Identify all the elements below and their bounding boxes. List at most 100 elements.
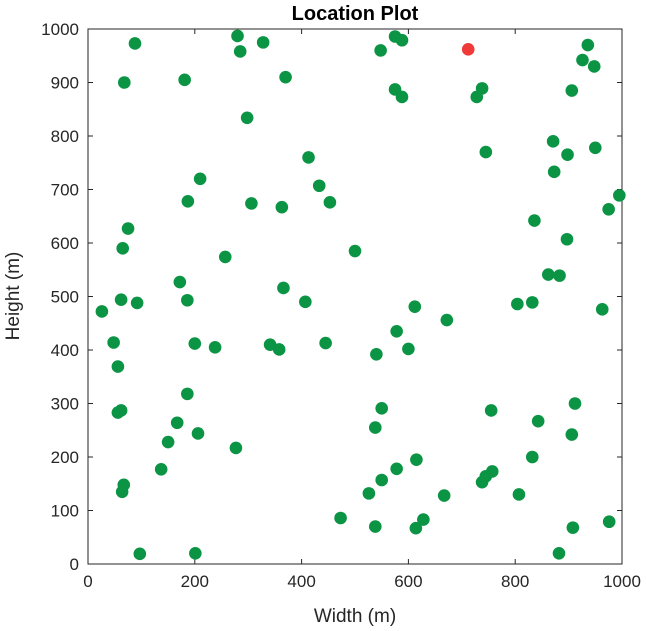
data-point (370, 347, 383, 361)
data-point (189, 547, 202, 560)
data-point (170, 416, 184, 430)
data-point (602, 202, 615, 216)
data-point (408, 300, 422, 313)
y-tick-label: 800 (51, 127, 79, 146)
data-point (154, 463, 168, 476)
data-point (546, 135, 560, 148)
x-tick-label: 800 (501, 572, 529, 591)
data-point (512, 488, 526, 501)
data-point (319, 336, 332, 350)
data-point (553, 269, 566, 282)
y-tick-label: 700 (51, 181, 79, 200)
highlighted-data-point (461, 43, 475, 56)
y-axis-label: Height (m) (3, 252, 24, 341)
x-tick-label: 0 (83, 572, 92, 591)
data-point (390, 324, 403, 338)
data-point (181, 387, 194, 401)
data-point (375, 473, 389, 487)
data-point (173, 275, 187, 289)
x-tick-label: 200 (181, 572, 209, 591)
data-point (323, 196, 337, 209)
data-point (417, 513, 430, 526)
x-tick-label: 400 (287, 572, 315, 591)
data-point (188, 337, 202, 350)
data-point (589, 141, 602, 155)
data-point (485, 465, 499, 478)
data-point (181, 293, 194, 307)
data-point (218, 250, 232, 264)
data-point (525, 450, 539, 464)
data-point (561, 148, 574, 162)
data-point (302, 151, 315, 164)
y-tick-label: 100 (51, 502, 79, 521)
data-point (229, 441, 243, 455)
data-point (484, 404, 498, 417)
y-tick-label: 1000 (41, 20, 79, 39)
data-point (95, 305, 109, 318)
data-point (116, 242, 130, 255)
data-point (275, 200, 289, 214)
data-point (133, 547, 147, 561)
y-tick-label: 300 (51, 395, 79, 414)
x-axis-label: Width (m) (314, 606, 396, 627)
data-point (566, 521, 580, 534)
data-point (390, 462, 403, 476)
x-tick-label: 1000 (603, 572, 641, 591)
data-point (233, 45, 247, 58)
data-point (348, 244, 362, 258)
data-point (111, 360, 125, 373)
data-point (547, 165, 561, 179)
data-point (107, 336, 120, 349)
data-point (581, 38, 595, 52)
data-point (362, 487, 376, 500)
data-point (193, 172, 207, 186)
y-tick-label: 600 (51, 234, 79, 253)
data-point (395, 33, 409, 47)
data-point (115, 485, 129, 499)
plot-area (87, 28, 623, 565)
data-point (602, 515, 616, 529)
data-point (374, 44, 387, 57)
data-point (299, 295, 312, 309)
data-point (531, 414, 545, 428)
data-point (128, 37, 142, 50)
data-point (130, 296, 144, 310)
data-point (312, 179, 326, 193)
data-point (240, 111, 254, 125)
data-point (568, 397, 582, 410)
data-point (576, 53, 589, 67)
y-tick-label: 500 (51, 288, 79, 307)
data-point (368, 421, 382, 434)
data-point (191, 427, 205, 440)
data-point (231, 29, 244, 43)
data-point (440, 313, 454, 327)
y-tick-label: 0 (70, 555, 79, 574)
data-point (409, 521, 423, 535)
data-point (181, 194, 195, 208)
data-point (479, 145, 493, 159)
data-point (368, 520, 382, 533)
data-point (256, 36, 270, 49)
data-point (334, 511, 347, 525)
chart-title: Location Plot (292, 3, 419, 25)
x-tick-label: 600 (394, 572, 422, 591)
data-point (595, 303, 609, 316)
data-point (395, 90, 409, 104)
data-point (525, 296, 539, 309)
data-point (613, 189, 626, 202)
data-point (245, 197, 258, 210)
data-point (208, 341, 222, 354)
axis-ticks: 0 200 400 600 800 1000 0 100 200 300 400 500 600 700 8… (41, 20, 641, 591)
y-tick-label: 200 (51, 448, 79, 467)
data-point (410, 453, 423, 466)
data-point (528, 214, 541, 227)
data-point (587, 60, 601, 73)
data-point (161, 435, 175, 449)
data-point (475, 82, 489, 95)
data-point (272, 343, 286, 356)
data-point (552, 547, 566, 560)
data-point (279, 70, 292, 84)
data-point (114, 404, 128, 417)
